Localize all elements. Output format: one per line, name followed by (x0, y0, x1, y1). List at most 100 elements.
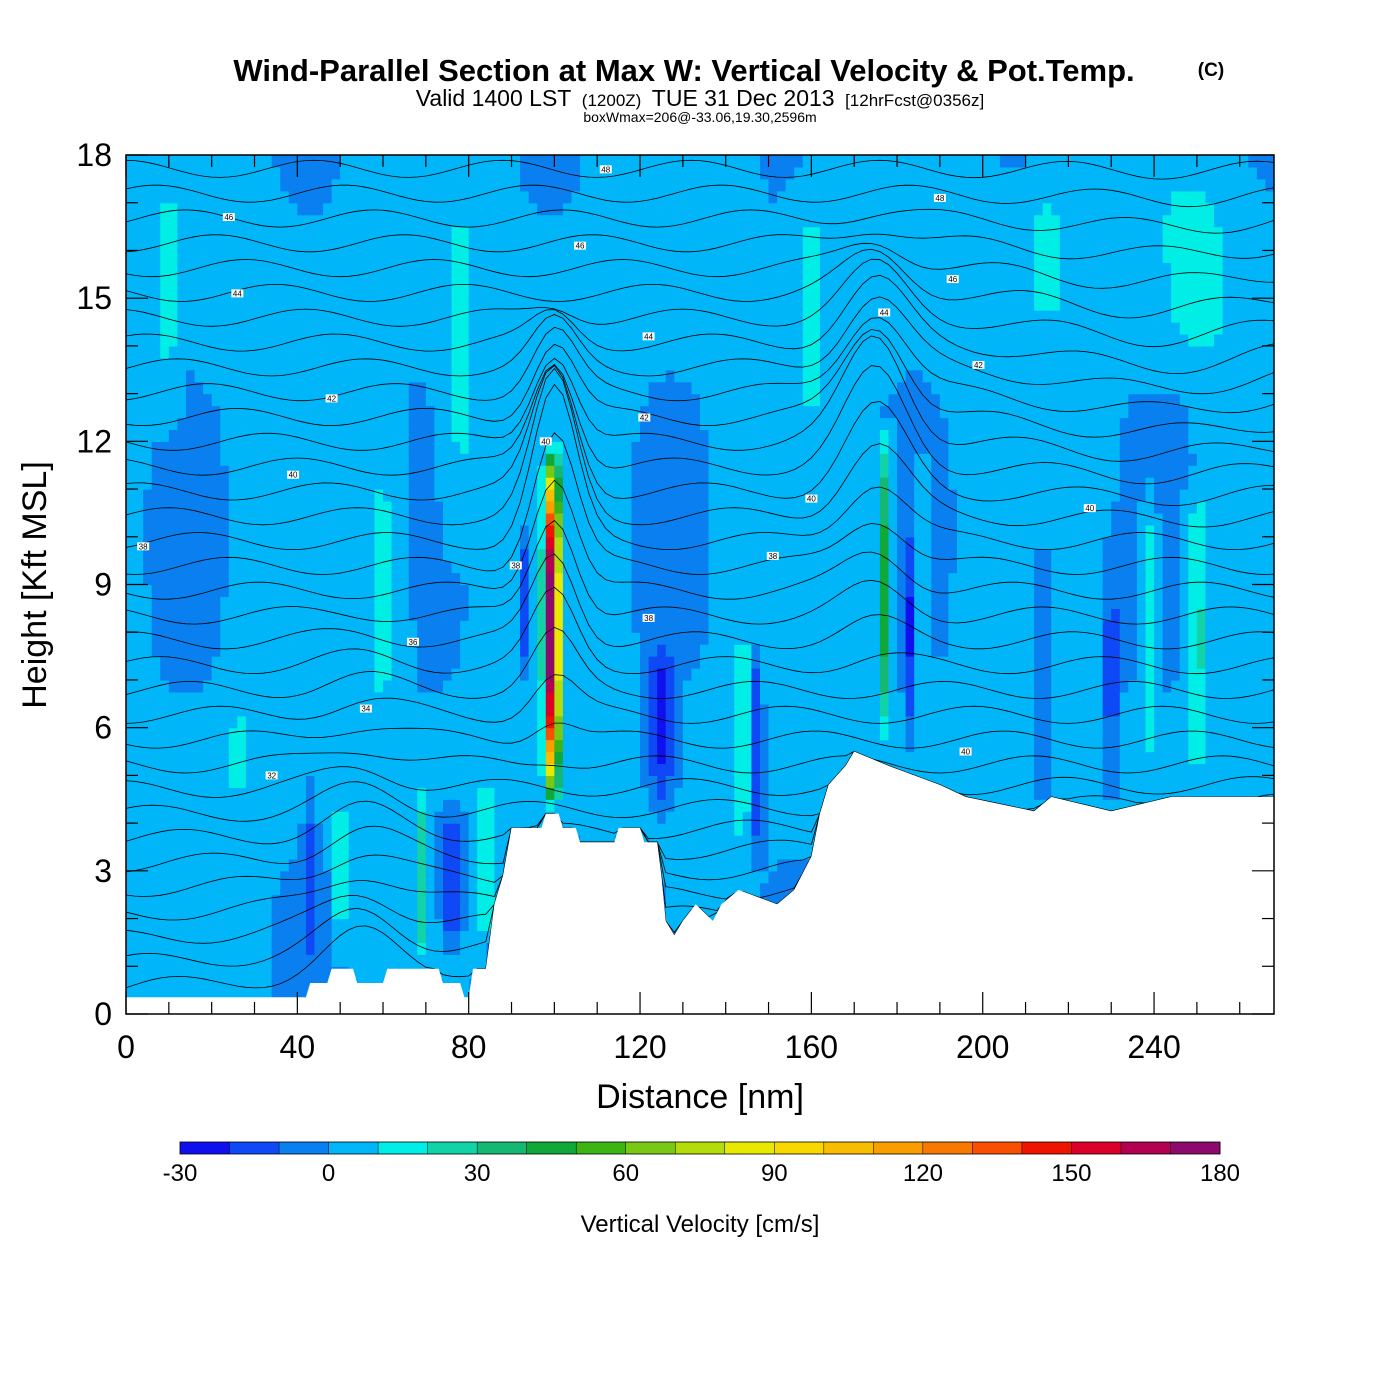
w-cell (468, 703, 478, 717)
w-cell (126, 644, 136, 657)
w-cell (126, 190, 136, 204)
w-cell (674, 739, 684, 753)
w-cell (434, 274, 444, 287)
w-cell (554, 477, 564, 490)
w-cell (220, 548, 230, 562)
w-cell (468, 333, 478, 347)
w-cell (622, 751, 633, 765)
w-cell (442, 262, 453, 275)
w-cell (460, 310, 470, 323)
w-cell (442, 751, 453, 765)
w-cell (365, 954, 376, 967)
w-cell (340, 489, 350, 502)
w-cell (759, 357, 770, 371)
w-cell (511, 775, 521, 788)
w-cell (220, 894, 230, 908)
w-cell (391, 286, 401, 299)
w-cell (323, 190, 333, 204)
w-cell (348, 274, 358, 287)
w-cell (742, 691, 753, 705)
w-cell (691, 787, 701, 800)
w-cell (417, 238, 427, 252)
w-cell (254, 560, 264, 574)
w-cell (657, 763, 667, 776)
w-cell (734, 441, 744, 454)
w-cell (502, 322, 513, 335)
w-cell (263, 572, 273, 586)
w-cell (434, 656, 444, 669)
w-cell (451, 166, 461, 180)
w-cell (374, 333, 384, 347)
w-cell (631, 632, 641, 645)
w-cell (442, 286, 453, 299)
w-cell (185, 310, 196, 323)
w-cell (314, 155, 324, 168)
w-cell (263, 465, 273, 478)
w-cell (708, 823, 718, 836)
w-cell (502, 202, 513, 216)
w-cell (477, 548, 487, 562)
w-cell (502, 715, 513, 729)
w-cell (682, 799, 693, 812)
w-cell (228, 584, 238, 598)
w-cell (460, 584, 470, 598)
w-cell (580, 620, 590, 633)
w-cell (126, 870, 136, 884)
w-cell (665, 727, 675, 741)
w-cell (237, 990, 247, 1003)
w-cell (682, 846, 693, 860)
w-cell (203, 679, 213, 693)
w-cell (665, 500, 675, 514)
w-cell (528, 715, 538, 729)
w-cell (408, 465, 418, 478)
w-cell (228, 823, 238, 836)
w-cell (237, 572, 247, 586)
w-cell (177, 560, 187, 574)
w-cell (314, 298, 324, 311)
w-cell (502, 286, 513, 299)
w-cell (168, 322, 179, 335)
w-cell (528, 369, 538, 383)
w-cell (468, 477, 478, 490)
w-cell (665, 190, 675, 204)
w-cell (417, 560, 427, 574)
w-cell (280, 345, 290, 359)
w-cell (571, 787, 581, 800)
w-cell (288, 536, 298, 550)
w-cell (271, 298, 281, 311)
w-cell (640, 453, 650, 466)
w-cell (408, 238, 418, 252)
w-cell (143, 417, 153, 430)
w-cell (126, 512, 136, 526)
w-cell (400, 393, 410, 407)
w-cell (674, 608, 684, 621)
w-cell (460, 775, 470, 788)
w-cell (185, 942, 196, 955)
w-cell (562, 441, 573, 454)
w-cell (417, 357, 427, 371)
w-cell (323, 417, 333, 430)
w-cell (383, 274, 393, 287)
w-cell (254, 405, 264, 419)
w-cell (674, 202, 684, 216)
w-cell (280, 990, 290, 1003)
w-cell (288, 775, 298, 788)
w-cell (648, 190, 658, 204)
w-cell (331, 954, 341, 967)
w-cell (665, 584, 675, 598)
w-cell (211, 500, 221, 514)
w-cell (700, 465, 710, 478)
w-cell (168, 584, 179, 598)
w-cell (348, 632, 358, 645)
w-cell (194, 608, 204, 621)
w-cell (245, 381, 256, 395)
w-cell (374, 835, 384, 848)
w-cell (151, 477, 161, 490)
w-cell (271, 322, 281, 335)
w-cell (340, 381, 350, 395)
w-cell (442, 310, 453, 323)
w-cell (408, 811, 418, 824)
w-cell (408, 560, 418, 574)
w-cell (700, 524, 710, 538)
w-cell (674, 811, 684, 824)
